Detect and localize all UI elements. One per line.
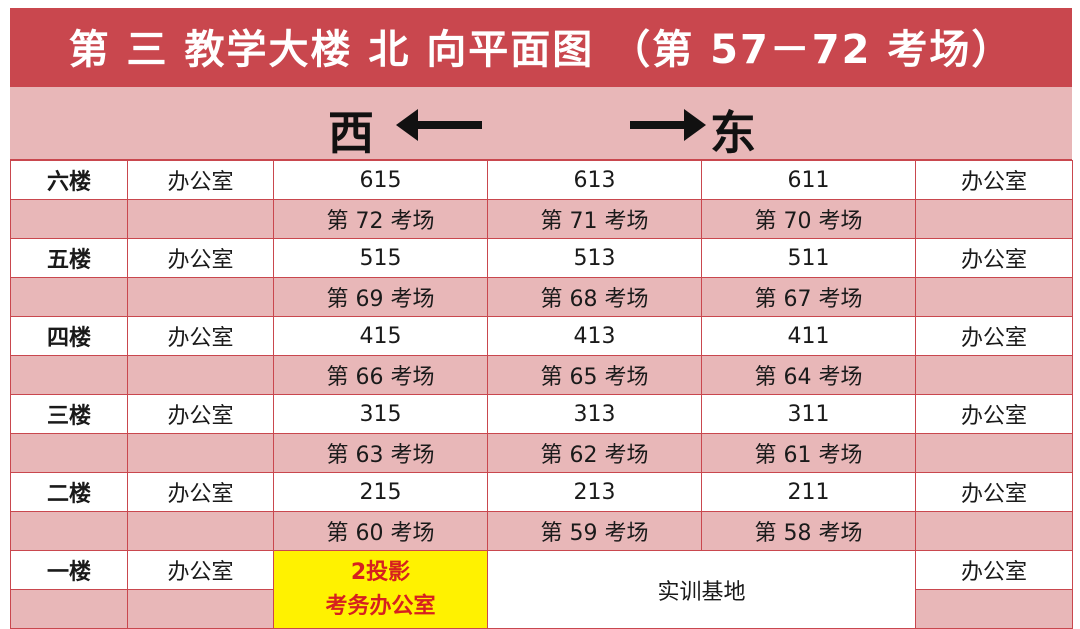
exam-room: 第 61 考场 (701, 433, 916, 473)
office-right: 办公室 (915, 238, 1073, 278)
room-number: 315 (273, 394, 488, 434)
office-left: 办公室 (127, 394, 274, 434)
exam-room: 第 71 考场 (487, 199, 702, 239)
room-number: 411 (701, 316, 916, 356)
exam-room: 第 67 考场 (701, 277, 916, 317)
exam-room: 第 62 考场 (487, 433, 702, 473)
west-label: 西 (328, 106, 374, 160)
exam-row: 第 72 考场 第 71 考场 第 70 考场 (10, 199, 1073, 239)
empty-cell (127, 433, 274, 473)
empty-cell (915, 589, 1073, 629)
exam-room: 第 69 考场 (273, 277, 488, 317)
projection-label: 2投影 (350, 559, 411, 585)
empty-cell (127, 589, 274, 629)
office-right: 办公室 (915, 550, 1073, 590)
floor-plan-sheet: 第 三 教学大楼 北 向平面图 （第 57－72 考场） 西 东 六楼 办公室 … (10, 8, 1073, 629)
floor-label: 一楼 (10, 550, 128, 590)
floor-row: 四楼 办公室 415 413 411 办公室 (10, 316, 1073, 356)
exam-room: 第 64 考场 (701, 355, 916, 395)
exam-room: 第 63 考场 (273, 433, 488, 473)
exam-office-cell: 2投影 考务办公室 (273, 550, 488, 629)
empty-cell (10, 199, 128, 239)
room-number: 515 (273, 238, 488, 278)
office-right: 办公室 (915, 472, 1073, 512)
direction-bar: 西 东 (10, 84, 1072, 160)
floor-label: 三楼 (10, 394, 128, 434)
office-left: 办公室 (127, 238, 274, 278)
office-left: 办公室 (127, 472, 274, 512)
exam-room: 第 72 考场 (273, 199, 488, 239)
page-title: 第 三 教学大楼 北 向平面图 （第 57－72 考场） (10, 8, 1072, 84)
floor-label: 二楼 (10, 472, 128, 512)
empty-cell (915, 277, 1073, 317)
floor-label: 五楼 (10, 238, 128, 278)
empty-cell (915, 511, 1073, 551)
arrow-right-icon (630, 109, 706, 141)
empty-cell (127, 511, 274, 551)
empty-cell (10, 277, 128, 317)
exam-row: 第 63 考场 第 62 考场 第 61 考场 (10, 433, 1073, 473)
exam-room: 第 66 考场 (273, 355, 488, 395)
room-number: 415 (273, 316, 488, 356)
office-left: 办公室 (127, 160, 274, 200)
arrow-left-icon (396, 109, 482, 141)
floor-row: 六楼 办公室 615 613 611 办公室 (10, 160, 1073, 200)
room-number: 313 (487, 394, 702, 434)
office-right: 办公室 (915, 316, 1073, 356)
empty-cell (915, 199, 1073, 239)
empty-cell (915, 355, 1073, 395)
office-left: 办公室 (127, 550, 274, 590)
room-number: 513 (487, 238, 702, 278)
empty-cell (10, 433, 128, 473)
east-label: 东 (710, 106, 756, 160)
room-number: 613 (487, 160, 702, 200)
room-number: 511 (701, 238, 916, 278)
floor-row: 三楼 办公室 315 313 311 办公室 (10, 394, 1073, 434)
room-number: 311 (701, 394, 916, 434)
exam-room: 第 68 考场 (487, 277, 702, 317)
exam-row: 第 60 考场 第 59 考场 第 58 考场 (10, 511, 1073, 551)
empty-cell (127, 355, 274, 395)
room-number: 215 (273, 472, 488, 512)
exam-row: 第 66 考场 第 65 考场 第 64 考场 (10, 355, 1073, 395)
empty-cell (127, 277, 274, 317)
room-number: 213 (487, 472, 702, 512)
room-number: 211 (701, 472, 916, 512)
office-right: 办公室 (915, 394, 1073, 434)
empty-cell (915, 433, 1073, 473)
exam-room: 第 58 考场 (701, 511, 916, 551)
room-number: 611 (701, 160, 916, 200)
empty-cell (10, 589, 128, 629)
exam-office-label: 考务办公室 (325, 593, 436, 619)
empty-cell (127, 199, 274, 239)
floor-row: 五楼 办公室 515 513 511 办公室 (10, 238, 1073, 278)
exam-row: 第 69 考场 第 68 考场 第 67 考场 (10, 277, 1073, 317)
floor-row: 二楼 办公室 215 213 211 办公室 (10, 472, 1073, 512)
floor-label: 四楼 (10, 316, 128, 356)
floor-table: 六楼 办公室 615 613 611 办公室 第 72 考场 第 71 考场 第… (10, 160, 1073, 629)
floor-label: 六楼 (10, 160, 128, 200)
training-base: 实训基地 (487, 550, 916, 629)
empty-cell (10, 511, 128, 551)
exam-room: 第 65 考场 (487, 355, 702, 395)
exam-room: 第 60 考场 (273, 511, 488, 551)
office-right: 办公室 (915, 160, 1073, 200)
exam-room: 第 59 考场 (487, 511, 702, 551)
exam-room: 第 70 考场 (701, 199, 916, 239)
empty-cell (10, 355, 128, 395)
room-number: 615 (273, 160, 488, 200)
office-left: 办公室 (127, 316, 274, 356)
room-number: 413 (487, 316, 702, 356)
floor-row: 一楼 办公室 2投影 考务办公室 实训基地 办公室 (10, 550, 1073, 629)
